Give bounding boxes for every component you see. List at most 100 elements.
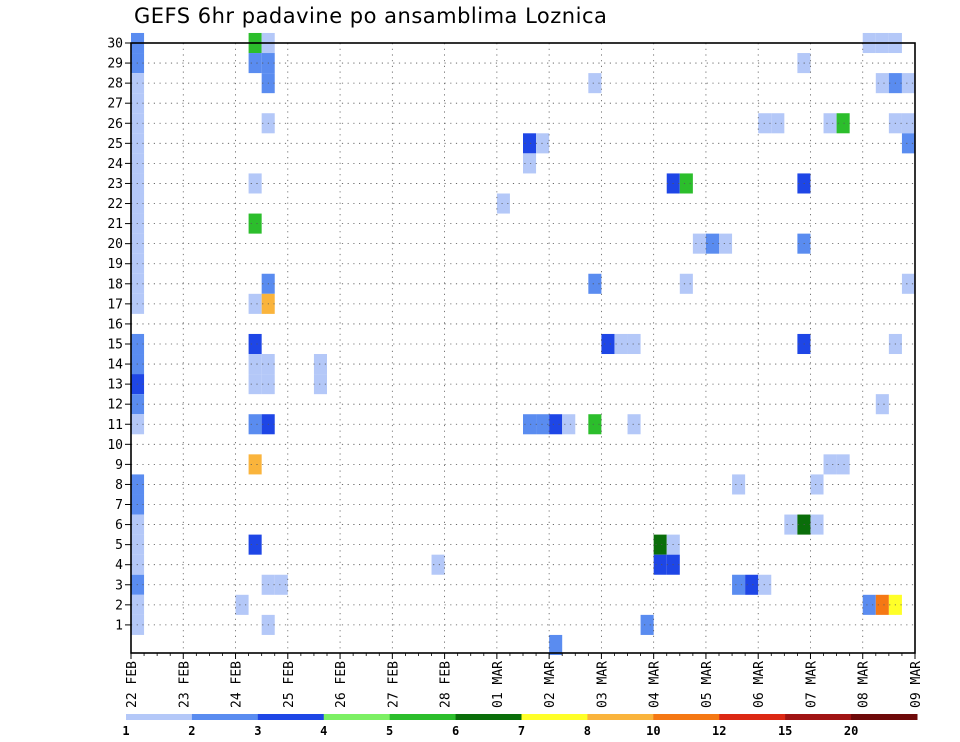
- colorbar-swatch: [719, 714, 786, 720]
- colorbar-label: 15: [778, 724, 792, 738]
- y-tick-label: 3: [115, 578, 123, 593]
- colorbar-label: 8: [584, 724, 591, 738]
- precip-cell: [588, 414, 602, 435]
- colorbar-label: 2: [188, 724, 195, 738]
- precip-cells: [131, 32, 915, 656]
- precip-cell: [235, 594, 249, 615]
- precip-cell: [640, 614, 654, 635]
- precip-cell: [588, 273, 602, 294]
- precip-cell: [274, 574, 288, 595]
- colorbar-swatch: [455, 714, 522, 720]
- y-tick-label: 8: [115, 478, 123, 493]
- precip-cell: [523, 414, 537, 435]
- precip-cell: [549, 634, 563, 656]
- colorbar-label: 10: [646, 724, 660, 738]
- x-tick-label: 23 FEB: [177, 661, 192, 708]
- precip-cell: [679, 273, 693, 294]
- precip-cell: [901, 273, 915, 294]
- precip-cell: [496, 193, 510, 214]
- y-tick-label: 12: [107, 398, 123, 413]
- precip-cell: [732, 574, 746, 595]
- precip-cell: [523, 133, 537, 154]
- precip-cell: [627, 414, 641, 435]
- precip-cell: [875, 594, 889, 615]
- x-tick-label: 24 FEB: [230, 661, 245, 708]
- y-tick-label: 28: [107, 77, 123, 92]
- precip-cell: [601, 333, 615, 355]
- colorbar: 1 2 3 4 5 6 7 8 10 12 15 20: [122, 714, 918, 738]
- y-tick-label: 23: [107, 177, 123, 192]
- y-tick-label: 9: [115, 458, 123, 473]
- precip-cell: [549, 414, 563, 435]
- grid: [131, 42, 915, 653]
- chart-title: GEFS 6hr padavine po ansamblima Loznica: [134, 4, 608, 28]
- colorbar-label: 4: [320, 724, 327, 738]
- y-tick-label: 10: [107, 438, 123, 453]
- x-tick-label: 06 MAR: [752, 661, 767, 708]
- y-tick-label: 20: [107, 237, 123, 252]
- precip-cell: [679, 173, 693, 194]
- precip-cell: [653, 554, 667, 575]
- precip-cell: [248, 414, 262, 435]
- colorbar-label: 12: [712, 724, 726, 738]
- precip-cell: [588, 73, 602, 94]
- precip-cell: [862, 594, 876, 615]
- x-tick-label: 04 MAR: [648, 661, 663, 708]
- x-tick-label: 07 MAR: [804, 661, 819, 708]
- y-tick-label: 15: [107, 337, 123, 352]
- colorbar-swatch: [587, 714, 654, 720]
- precip-cell: [248, 354, 262, 375]
- y-tick-label: 19: [107, 257, 123, 272]
- precip-cell: [719, 233, 733, 254]
- y-tick-label: 25: [107, 137, 123, 152]
- colorbar-swatch: [126, 714, 193, 720]
- precip-cell: [523, 153, 537, 174]
- precip-cell: [248, 374, 262, 395]
- x-tick-label: 03 MAR: [595, 661, 610, 708]
- colorbar-swatch: [389, 714, 457, 720]
- colorbar-swatch: [653, 714, 720, 720]
- x-tick-label: 27 FEB: [386, 661, 401, 708]
- colorbar-swatch: [191, 714, 259, 720]
- precip-cell: [836, 113, 850, 134]
- y-tick-label: 2: [115, 598, 123, 613]
- x-tick-label: 28 FEB: [439, 661, 454, 708]
- x-tick-label: 01 MAR: [491, 661, 506, 708]
- precip-cell: [614, 333, 628, 355]
- precip-cell: [248, 53, 262, 74]
- y-tick-label: 21: [107, 217, 123, 232]
- y-tick-label: 30: [107, 37, 123, 52]
- y-tick-label: 27: [107, 97, 123, 112]
- y-tick-label: 6: [115, 518, 123, 533]
- y-tick-label: 14: [107, 358, 123, 373]
- y-tick-label: 5: [115, 538, 123, 553]
- precip-cell: [823, 113, 837, 134]
- y-tick-label: 7: [115, 498, 123, 513]
- colorbar-label: 7: [518, 724, 525, 738]
- y-tick-label: 1: [115, 618, 123, 633]
- y-tick-label: 22: [107, 197, 123, 212]
- y-axis: 1234567891011121314151617181920212223242…: [107, 37, 131, 633]
- precip-cell: [836, 454, 850, 475]
- precip-cell: [784, 514, 798, 535]
- precip-cell: [692, 233, 706, 254]
- x-tick-label: 02 MAR: [543, 661, 558, 708]
- precip-cell: [901, 113, 915, 134]
- precip-cell: [653, 534, 667, 555]
- y-tick-label: 16: [107, 317, 123, 332]
- precip-cell: [248, 213, 262, 234]
- x-tick-label: 22 FEB: [125, 661, 140, 708]
- precip-cell: [901, 133, 915, 154]
- x-tick-label: 08 MAR: [857, 661, 872, 708]
- x-tick-label: 09 MAR: [909, 661, 924, 708]
- precip-cell: [901, 73, 915, 94]
- precip-cell: [562, 414, 576, 435]
- precip-cell: [313, 374, 327, 395]
- precip-cell: [431, 554, 445, 575]
- y-tick-label: 17: [107, 297, 123, 312]
- y-tick-label: 18: [107, 277, 123, 292]
- precip-cell: [823, 454, 837, 475]
- precip-cell: [248, 534, 262, 555]
- colorbar-label: 20: [844, 724, 858, 738]
